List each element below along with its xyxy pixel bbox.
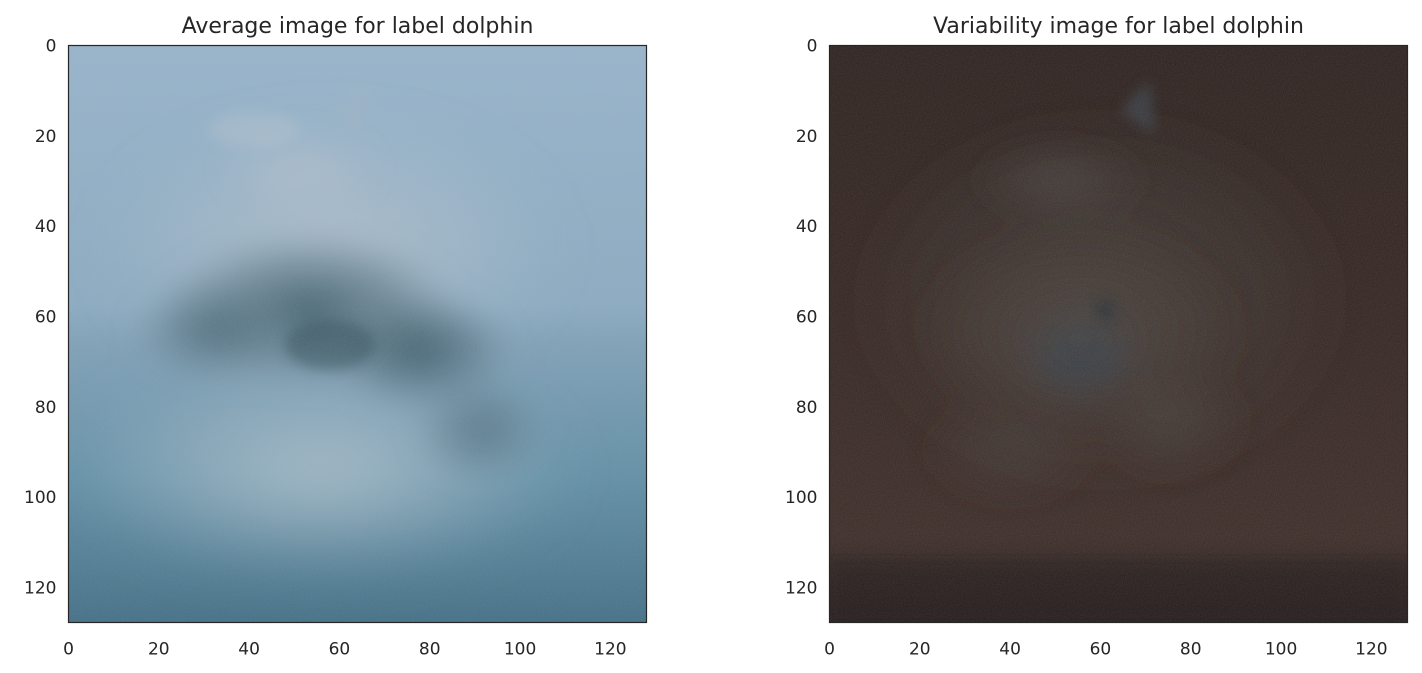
variability-y-tick-label: 0	[807, 37, 818, 57]
average-x-tick-label: 120	[594, 640, 626, 660]
variability-x-tick-label: 20	[909, 640, 931, 660]
variability-y-tick-label: 60	[796, 307, 818, 327]
variability-y-tick-label: 80	[796, 398, 818, 418]
variability-x-tick-label: 60	[1090, 640, 1112, 660]
average-ticks: 0 20 40 60 80 100 120 0 20 40 60 80 100 120	[24, 37, 627, 660]
average-axes-frame	[67, 44, 648, 624]
variability-ticks: 0 20 40 60 80 100 120 0 20 40 60 80 100 120	[785, 37, 1388, 660]
variability-x-tick-label: 120	[1355, 640, 1387, 660]
average-x-tick-label: 80	[419, 640, 441, 660]
variability-y-tick-label: 100	[785, 488, 817, 508]
average-y-tick-label: 80	[35, 398, 57, 418]
average-y-tick-label: 20	[35, 127, 57, 147]
variability-axes-frame	[828, 44, 1409, 624]
variability-image	[829, 45, 1408, 623]
variability-y-tick-label: 120	[785, 578, 817, 598]
average-x-tick-label: 20	[148, 640, 170, 660]
variability-x-tick-label: 100	[1265, 640, 1297, 660]
variability-x-tick-label: 0	[824, 640, 835, 660]
average-y-tick-label: 60	[35, 307, 57, 327]
variability-image-panel: Variability image for label dolphin 0 20 4…	[785, 14, 1409, 660]
variability-x-tick-label: 40	[999, 640, 1021, 660]
average-x-tick-label: 60	[329, 640, 351, 660]
average-x-tick-label: 100	[504, 640, 536, 660]
average-x-tick-label: 0	[63, 640, 74, 660]
variability-x-tick-label: 80	[1180, 640, 1202, 660]
average-y-tick-label: 120	[24, 578, 56, 598]
average-panel-title: Average image for label dolphin	[182, 14, 534, 39]
average-x-tick-label: 40	[238, 640, 260, 660]
variability-panel-title: Variability image for label dolphin	[933, 14, 1304, 39]
average-y-tick-label: 0	[46, 37, 57, 57]
average-y-tick-label: 40	[35, 217, 57, 237]
average-y-tick-label: 100	[24, 488, 56, 508]
average-image	[68, 45, 647, 623]
variability-y-tick-label: 40	[796, 217, 818, 237]
variability-y-tick-label: 20	[796, 127, 818, 147]
